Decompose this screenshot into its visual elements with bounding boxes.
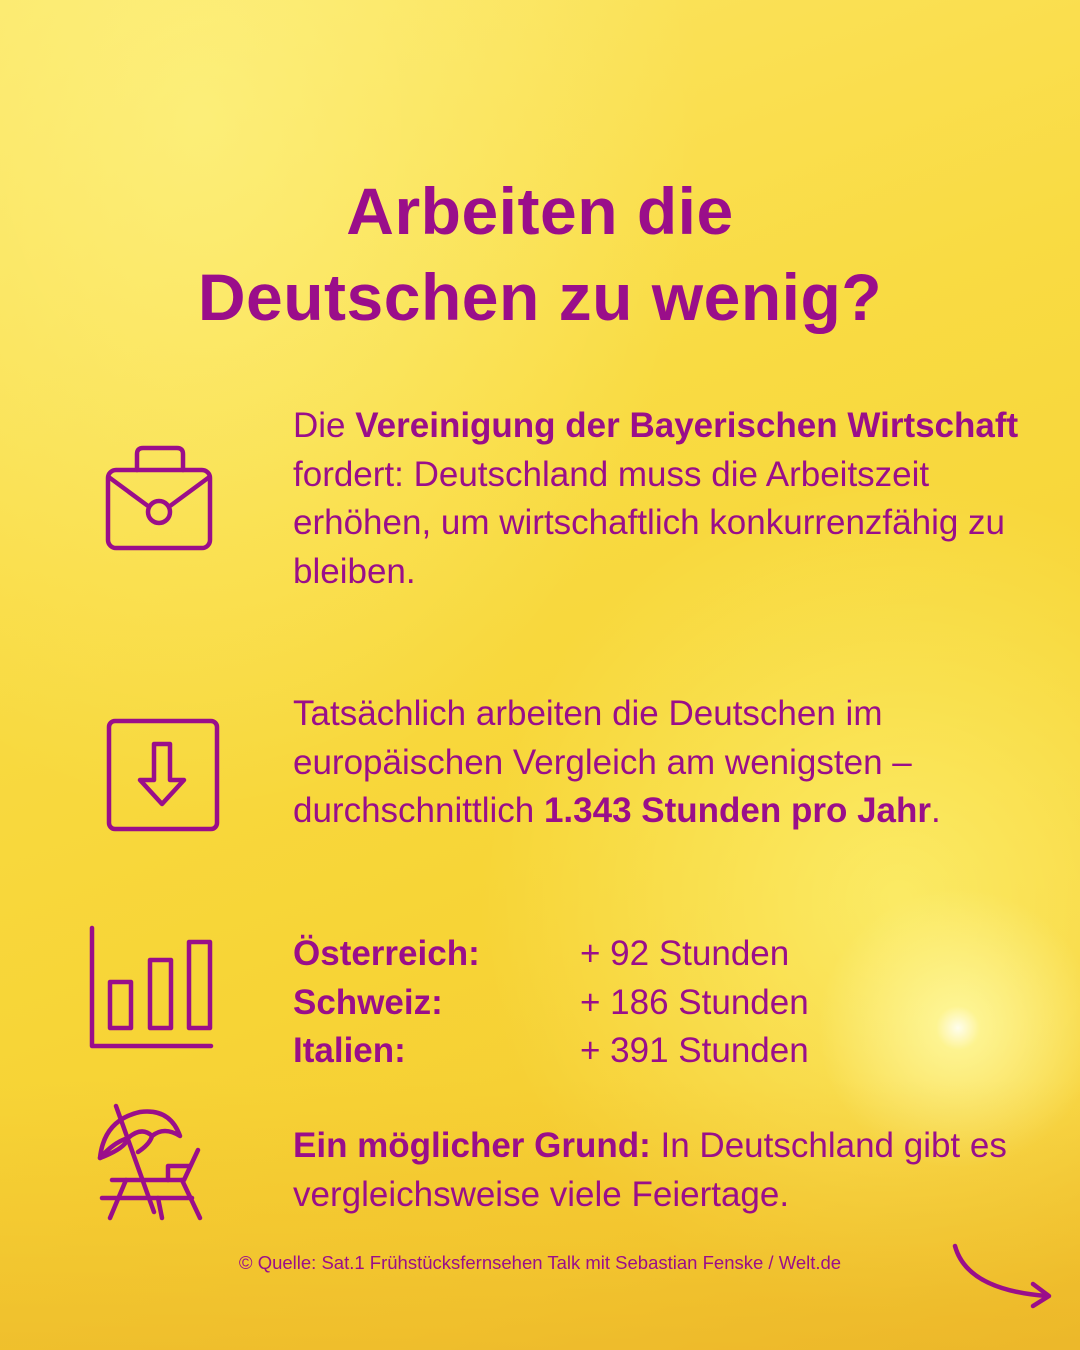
reason-label: Ein möglicher Grund: <box>293 1126 651 1165</box>
beach-chair-umbrella-icon <box>97 1103 203 1221</box>
country-value: + 391 Stunden <box>580 1031 809 1070</box>
demand-statement: Die Vereinigung der Bayerischen Wirtscha… <box>293 406 1019 591</box>
next-arrow-icon[interactable] <box>945 1238 1060 1313</box>
country-value: + 186 Stunden <box>580 982 809 1022</box>
country-label: Schweiz: <box>293 982 443 1022</box>
source-credit: © Quelle: Sat.1 Frühstücksfernsehen Talk… <box>238 1252 842 1273</box>
working-hours-fact: Tatsächlich arbeiten die Deutschen im eu… <box>293 694 941 830</box>
title-line-1: Arbeiten die <box>346 174 734 248</box>
country-value: + 92 Stunden <box>580 934 790 973</box>
organization-name: Vereinigung der Bayerischen Wirtschaft <box>355 406 1019 445</box>
briefcase-icon <box>105 445 213 551</box>
comparison-row-switzerland: Schweiz: + 186 Stunden <box>293 979 1033 1028</box>
comparison-row-italy: Italien: + 391 Stunden <box>293 1027 1033 1076</box>
page-title: Arbeiten die Deutschen zu wenig? <box>0 168 1080 340</box>
comparison-row-austria: Österreich: + 92 Stunden <box>293 930 1033 979</box>
background-haze <box>0 1080 1080 1350</box>
country-label: Italien: <box>293 1031 406 1070</box>
title-line-2: Deutschen zu wenig? <box>197 260 883 334</box>
country-comparison: Österreich: + 92 Stunden Schweiz: + 186 … <box>293 930 1033 1076</box>
arrow-down-box-icon <box>106 718 220 832</box>
possible-reason: Ein möglicher Grund: In Deutschland gibt… <box>293 1126 1007 1214</box>
country-label: Österreich: <box>293 934 480 973</box>
bar-chart-icon <box>89 925 214 1049</box>
hours-per-year: 1.343 Stunden pro Jahr <box>543 791 932 830</box>
